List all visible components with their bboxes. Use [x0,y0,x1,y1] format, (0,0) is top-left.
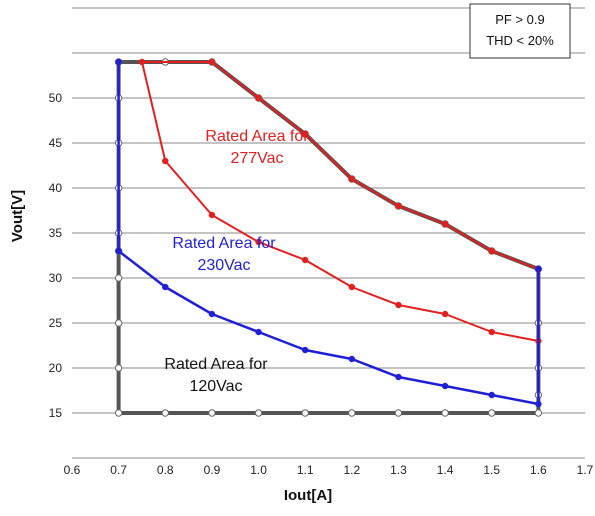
data-point [395,202,402,210]
y-axis-title: Vout[V] [9,190,26,242]
area-label-line: 230Vac [197,257,250,274]
data-point [301,256,309,264]
data-point [395,301,402,309]
data-point [255,328,262,336]
series-line [141,61,540,342]
x-tick-label: 0.7 [110,463,127,477]
x-tick-label: 1.0 [250,463,267,477]
data-point [535,265,542,273]
data-point [115,247,122,255]
x-tick-label: 1.5 [483,463,500,477]
x-tick-label: 0.9 [204,463,221,477]
data-point [208,211,216,219]
area-label-line: Rated Area for [164,356,268,373]
y-tick-label: 35 [49,226,63,240]
data-point [301,130,309,138]
data-point [208,58,216,66]
data-point [348,409,356,417]
data-point [395,373,402,381]
x-tick-label: 1.2 [343,463,360,477]
data-point [348,283,356,291]
y-tick-label: 25 [49,316,63,330]
x-tick-label: 0.6 [64,463,81,477]
area-label-230Vac: Rated Area for 230Vac [172,235,276,274]
data-point [208,409,216,417]
data-point [488,247,495,255]
data-point [301,346,309,354]
series-230Vac [115,58,542,408]
data-point [441,382,449,390]
data-point [114,364,123,372]
data-point [115,58,122,66]
data-point [301,409,309,417]
area-label-line: 277Vac [230,150,283,167]
data-point [255,238,262,246]
y-tick-label: 20 [49,361,63,375]
x-tick-label: 1.6 [530,463,547,477]
area-label-277Vac: Rated Area for 277Vac [205,128,309,167]
y-tick-label: 30 [49,271,63,285]
data-point [254,409,263,417]
x-tick-label: 0.8 [157,463,174,477]
x-tick-label: 1.3 [390,463,407,477]
tick-labels: 15 20 25 30 35 40 45 50 0.6 0.7 0.8 0.9 1.0 1.1 1.2 1.3… [49,91,594,477]
data-point [488,391,495,399]
area-label-line: 120Vac [189,378,242,395]
area-labels: Rated Area for 120Vac Rated Area for 277Vac… [164,128,309,395]
data-point [441,310,449,318]
legend-line-thd: THD < 20% [486,33,554,48]
data-point [534,409,543,417]
data-point [441,220,449,228]
x-tick-label: 1.7 [577,463,594,477]
data-point [348,355,356,363]
data-point [535,400,542,408]
data-point [488,328,495,336]
legend-box: PF > 0.9 THD < 20% [469,3,571,59]
data-point [114,319,123,327]
data-point [138,58,146,66]
x-axis-title: Iout[A] [284,487,332,504]
area-label-120Vac: Rated Area for 120Vac [164,356,268,395]
x-tick-label: 1.1 [297,463,314,477]
series-277Vac [138,58,542,345]
y-tick-label: 15 [49,406,63,420]
data-point [114,274,123,282]
legend-line-pf: PF > 0.9 [495,12,545,27]
area-label-line: Rated Area for [172,235,276,252]
data-point [255,94,262,102]
y-tick-label: 50 [49,91,63,105]
data-point [348,175,356,183]
data-point [162,157,169,165]
data-point [162,283,169,291]
legend-frame [469,3,571,59]
x-tick-label: 1.4 [437,463,454,477]
data-point [114,409,123,417]
data-point [441,409,449,417]
gridlines [72,7,585,459]
data-point [394,409,403,417]
series-layer [114,58,543,417]
data-point [208,310,216,318]
y-tick-label: 40 [49,181,63,195]
series-line [117,60,540,406]
y-tick-label: 45 [49,136,63,150]
area-label-line: Rated Area for [205,128,309,145]
data-point [161,409,169,417]
data-point [488,409,496,417]
